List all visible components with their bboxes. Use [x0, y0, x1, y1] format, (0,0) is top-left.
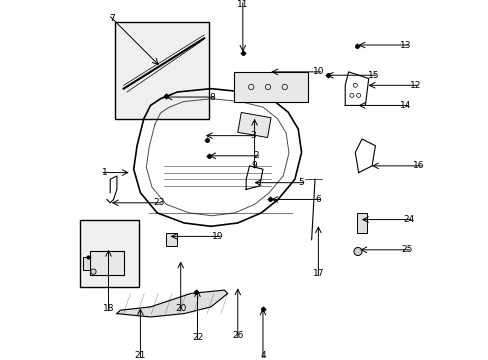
- Text: 14: 14: [399, 101, 410, 110]
- Text: 12: 12: [409, 81, 421, 90]
- Bar: [356, 213, 366, 233]
- Text: 13: 13: [399, 41, 410, 50]
- Text: 26: 26: [232, 331, 243, 340]
- Text: 19: 19: [211, 232, 223, 241]
- Text: 2: 2: [253, 151, 259, 160]
- Text: 10: 10: [312, 67, 324, 76]
- Bar: [234, 72, 307, 102]
- Text: 3: 3: [249, 131, 255, 140]
- Bar: [83, 257, 90, 270]
- Text: 4: 4: [260, 351, 265, 360]
- Circle shape: [91, 269, 96, 274]
- Text: 5: 5: [298, 178, 304, 187]
- Text: 6: 6: [315, 195, 321, 204]
- Text: 16: 16: [412, 161, 424, 170]
- Bar: [237, 112, 270, 138]
- Bar: [165, 233, 177, 247]
- Text: 21: 21: [135, 351, 146, 360]
- Text: 18: 18: [102, 304, 114, 313]
- Text: 8: 8: [209, 93, 215, 102]
- Text: 1: 1: [102, 168, 108, 177]
- Circle shape: [353, 247, 361, 256]
- Text: 7: 7: [109, 14, 115, 23]
- Text: 25: 25: [401, 245, 412, 254]
- Polygon shape: [117, 290, 227, 317]
- Text: 17: 17: [312, 269, 324, 278]
- Text: 20: 20: [175, 304, 186, 313]
- Bar: [80, 220, 139, 287]
- Text: 15: 15: [367, 71, 379, 80]
- Bar: [90, 252, 123, 275]
- Bar: [115, 22, 209, 119]
- Text: 24: 24: [403, 215, 414, 224]
- Text: 11: 11: [237, 0, 248, 9]
- Text: 9: 9: [251, 161, 257, 170]
- Text: 22: 22: [191, 333, 203, 342]
- Text: 23: 23: [153, 198, 164, 207]
